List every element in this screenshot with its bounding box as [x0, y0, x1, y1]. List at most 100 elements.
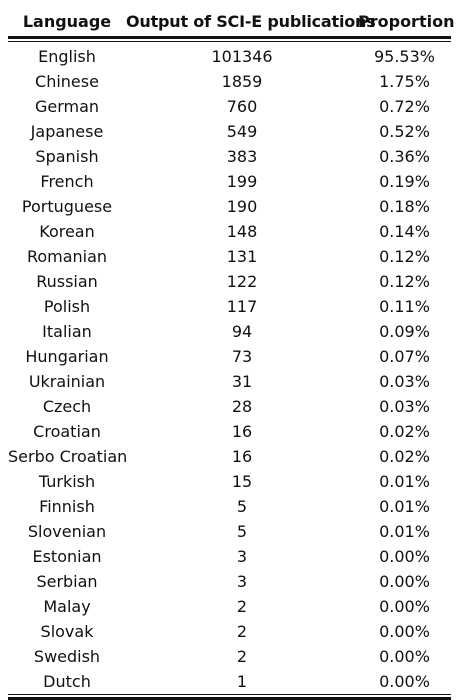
- table-row: Finnish 5 0.01%: [8, 494, 451, 519]
- cell-output: 3: [236, 572, 248, 591]
- cell-language: Italian: [42, 322, 92, 341]
- table-row: Chinese 1859 1.75%: [8, 69, 451, 94]
- cell-language: Romanian: [26, 247, 108, 266]
- cell-proportion: 0.01%: [379, 472, 430, 491]
- cell-output: 2: [236, 597, 248, 616]
- cell-language: Portuguese: [21, 197, 113, 216]
- cell-language: Croatian: [33, 422, 101, 441]
- cell-language: German: [34, 97, 100, 116]
- cell-output: 5: [236, 497, 248, 516]
- cell-output: 549: [226, 122, 258, 141]
- table-row: French 199 0.19%: [8, 169, 451, 194]
- cell-language: Dutch: [43, 672, 91, 691]
- table-row: English 101346 95.53%: [8, 44, 451, 69]
- cell-proportion: 0.52%: [379, 122, 430, 141]
- cell-output: 2: [236, 647, 248, 666]
- table-header-row: Language Output of SCI-E publications Pr…: [8, 8, 455, 34]
- cell-output: 94: [231, 322, 253, 341]
- cell-output: 16: [231, 447, 253, 466]
- table-row: Korean 148 0.14%: [8, 219, 451, 244]
- cell-proportion: 0.14%: [379, 222, 430, 241]
- header-rule-thick: [8, 36, 451, 39]
- cell-proportion: 0.09%: [379, 322, 430, 341]
- table-row: Swedish 2 0.00%: [8, 644, 451, 669]
- cell-proportion: 0.36%: [379, 147, 430, 166]
- cell-output: 760: [226, 97, 258, 116]
- cell-proportion: 1.75%: [379, 72, 430, 91]
- table-row: Hungarian 73 0.07%: [8, 344, 451, 369]
- cell-output: 2: [236, 622, 248, 641]
- header-language: Language: [22, 11, 112, 31]
- cell-language: Chinese: [35, 72, 99, 91]
- table-row: Malay 2 0.00%: [8, 594, 451, 619]
- table-row: Polish 117 0.11%: [8, 294, 451, 319]
- cell-proportion: 0.72%: [379, 97, 430, 116]
- cell-output: 117: [226, 297, 258, 316]
- table-row: Ukrainian 31 0.03%: [8, 369, 451, 394]
- cell-language: Polish: [43, 297, 91, 316]
- table-body: English 101346 95.53% Chinese 1859 1.75% Germa…: [8, 42, 451, 694]
- cell-language: Ukrainian: [28, 372, 106, 391]
- cell-proportion: 0.07%: [379, 347, 430, 366]
- cell-output: 31: [231, 372, 253, 391]
- table-row: Romanian 131 0.12%: [8, 244, 451, 269]
- cell-language: Slovenian: [27, 522, 107, 541]
- cell-output: 1859: [221, 72, 263, 91]
- cell-language: English: [38, 47, 96, 66]
- cell-output: 28: [231, 397, 253, 416]
- cell-proportion: 0.00%: [379, 672, 430, 691]
- cell-proportion: 0.18%: [379, 197, 430, 216]
- table-row: Russian 122 0.12%: [8, 269, 451, 294]
- cell-language: Czech: [42, 397, 92, 416]
- cell-language: Spanish: [35, 147, 99, 166]
- table-row: Croatian 16 0.02%: [8, 419, 451, 444]
- cell-proportion: 0.00%: [379, 647, 430, 666]
- cell-proportion: 0.03%: [379, 397, 430, 416]
- cell-language: Finnish: [39, 497, 95, 516]
- cell-output: 15: [231, 472, 253, 491]
- cell-language: Hungarian: [25, 347, 109, 366]
- table-row: Serbo Croatian 16 0.02%: [8, 444, 451, 469]
- cell-output: 1: [236, 672, 248, 691]
- cell-proportion: 0.02%: [379, 447, 430, 466]
- cell-output: 3: [236, 547, 248, 566]
- cell-proportion: 0.00%: [379, 547, 430, 566]
- cell-language: Serbo Croatian: [8, 447, 128, 466]
- cell-output: 148: [226, 222, 258, 241]
- cell-language: French: [40, 172, 94, 191]
- cell-proportion: 0.03%: [379, 372, 430, 391]
- table-row: Estonian 3 0.00%: [8, 544, 451, 569]
- table-row: Portuguese 190 0.18%: [8, 194, 451, 219]
- cell-output: 101346: [211, 47, 273, 66]
- cell-proportion: 0.01%: [379, 497, 430, 516]
- table-row: Serbian 3 0.00%: [8, 569, 451, 594]
- cell-proportion: 0.01%: [379, 522, 430, 541]
- cell-proportion: 0.12%: [379, 247, 430, 266]
- cell-output: 199: [226, 172, 258, 191]
- cell-language: Serbian: [36, 572, 98, 591]
- cell-language: Swedish: [33, 647, 101, 666]
- table-row: Spanish 383 0.36%: [8, 144, 451, 169]
- cell-proportion: 0.00%: [379, 597, 430, 616]
- table-row: Turkish 15 0.01%: [8, 469, 451, 494]
- cell-language: Slovak: [40, 622, 94, 641]
- cell-proportion: 0.02%: [379, 422, 430, 441]
- header-output: Output of SCI-E publications: [126, 11, 376, 31]
- table-row: Slovak 2 0.00%: [8, 619, 451, 644]
- table-row: German 760 0.72%: [8, 94, 451, 119]
- cell-output: 131: [226, 247, 258, 266]
- table-row: Slovenian 5 0.01%: [8, 519, 451, 544]
- cell-output: 5: [236, 522, 248, 541]
- cell-language: Japanese: [30, 122, 104, 141]
- cell-output: 122: [226, 272, 258, 291]
- table-row: Dutch 1 0.00%: [8, 669, 451, 694]
- language-publications-table: Language Output of SCI-E publications Pr…: [8, 8, 455, 700]
- cell-language: Korean: [39, 222, 95, 241]
- cell-proportion: 95.53%: [373, 47, 435, 66]
- cell-proportion: 0.00%: [379, 622, 430, 641]
- cell-language: Russian: [36, 272, 98, 291]
- cell-proportion: 0.19%: [379, 172, 430, 191]
- cell-output: 16: [231, 422, 253, 441]
- cell-language: Malay: [43, 597, 91, 616]
- header-rule-thin: [8, 41, 451, 42]
